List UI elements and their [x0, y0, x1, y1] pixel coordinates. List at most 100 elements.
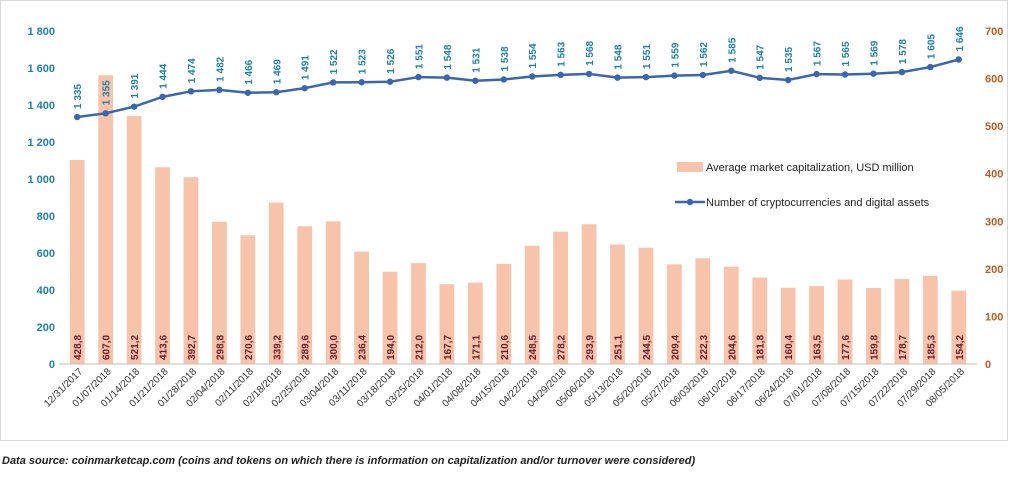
line-data-label: 1 569 — [869, 40, 880, 65]
bar-data-label: 244,5 — [642, 335, 653, 360]
legend-bar-label: Average market capitalization, USD milli… — [706, 162, 914, 174]
bar-data-label: 178,7 — [898, 335, 909, 360]
line-data-label: 1 554 — [528, 43, 539, 68]
bar-data-label: 177,6 — [841, 335, 852, 360]
right-axis-tick: 0 — [985, 359, 991, 371]
right-axis-tick: 700 — [985, 26, 1003, 38]
line-data-label: 1 466 — [244, 59, 255, 84]
bar-data-label: 185,3 — [926, 335, 937, 360]
line-point-17 — [557, 71, 564, 79]
line-data-label: 1 535 — [784, 47, 795, 72]
bar-data-label: 428,8 — [73, 335, 84, 360]
line-series-path — [77, 58, 960, 119]
line-point-24 — [756, 74, 763, 82]
bar-10 — [354, 251, 369, 364]
line-data-label: 1 567 — [813, 41, 824, 66]
line-point-21 — [671, 72, 678, 79]
line-data-label: 1 551 — [414, 44, 425, 69]
bar-data-label: 392,7 — [187, 335, 198, 360]
line-point-31 — [955, 56, 962, 63]
bar-data-label: 159,8 — [869, 335, 880, 360]
line-data-label: 1 538 — [500, 46, 511, 71]
right-axis-tick: 100 — [985, 311, 1003, 323]
line-data-label: 1 531 — [471, 47, 482, 72]
line-point-18 — [585, 70, 593, 78]
bar-data-label: 204,6 — [727, 335, 738, 360]
line-point-23 — [728, 67, 735, 74]
bar-14 — [467, 282, 483, 364]
line-data-label: 1 355 — [102, 80, 113, 105]
line-data-label: 1 335 — [73, 84, 84, 109]
line-point-19 — [614, 74, 621, 81]
line-data-label: 1 391 — [130, 73, 141, 98]
line-point-6 — [244, 89, 252, 96]
line-data-label: 1 526 — [386, 48, 397, 73]
line-point-14 — [472, 77, 479, 84]
line-point-25 — [784, 76, 792, 84]
line-point-13 — [443, 74, 451, 81]
line-data-label: 1 562 — [699, 42, 710, 67]
bar-17 — [553, 231, 569, 364]
bar-23 — [723, 266, 739, 364]
bar-data-label: 236,4 — [358, 335, 369, 360]
line-point-26 — [813, 70, 820, 78]
line-point-16 — [529, 73, 536, 80]
left-axis-tick: 400 — [37, 285, 55, 297]
bar-data-label: 171,1 — [471, 335, 482, 360]
left-axis-tick: 800 — [37, 211, 55, 223]
bar-data-label: 607,0 — [102, 335, 113, 360]
line-point-11 — [386, 78, 394, 85]
line-point-10 — [358, 79, 365, 86]
bar-30 — [922, 275, 938, 364]
chart-frame: 0 200 400 600 800 1 000 1 200 1 400 1 600 1 800 0 1… — [0, 0, 1008, 441]
line-point-12 — [415, 73, 422, 81]
bar-data-label: 521,2 — [130, 335, 141, 360]
line-point-0 — [74, 113, 81, 121]
left-axis-tick: 1 200 — [27, 137, 55, 149]
bar-data-label: 339,2 — [272, 335, 283, 360]
bar-9 — [325, 221, 341, 364]
bar-18 — [581, 224, 597, 364]
bar-data-label: 222,3 — [699, 335, 710, 360]
right-axis-tick: 400 — [985, 169, 1003, 181]
line-point-7 — [273, 89, 280, 96]
combo-chart: 0 200 400 600 800 1 000 1 200 1 400 1 600 1 800 0 1… — [27, 26, 1003, 410]
left-axis-tick: 1 400 — [27, 100, 55, 112]
bar-31 — [951, 290, 967, 364]
left-axis-tick: 1 000 — [27, 174, 55, 186]
bar-data-label: 160,4 — [784, 335, 795, 360]
line-data-label: 1 585 — [727, 37, 738, 62]
bar-data-label: 167,7 — [443, 335, 454, 360]
line-data-label: 1 547 — [756, 44, 767, 69]
bar-20 — [638, 247, 654, 364]
line-data-label: 1 565 — [841, 41, 852, 66]
legend-bar-swatch — [677, 162, 703, 172]
line-point-8 — [301, 84, 308, 92]
line-point-15 — [500, 76, 507, 83]
bar-29 — [894, 278, 910, 364]
line-data-label: 1 551 — [642, 44, 653, 69]
bar-24 — [752, 277, 768, 364]
bar-data-label: 270,6 — [244, 335, 255, 360]
bar-11 — [382, 271, 398, 364]
line-point-29 — [898, 68, 906, 76]
bar-12 — [411, 263, 426, 364]
bar-data-label: 210,6 — [500, 335, 511, 360]
line-data-label: 1 491 — [301, 55, 312, 80]
legend-line-label: Number of cryptocurrencies and digital a… — [706, 197, 930, 209]
line-data-label: 1 578 — [898, 39, 909, 64]
bar-15 — [496, 263, 512, 364]
bar-data-label: 212,0 — [414, 335, 425, 360]
bar-2 — [126, 116, 142, 365]
left-axis-tick: 1 800 — [27, 26, 55, 38]
bar-4 — [183, 177, 199, 364]
line-data-label: 1 605 — [926, 34, 937, 59]
line-point-9 — [329, 79, 337, 86]
line-data-label: 1 469 — [272, 59, 283, 84]
bar-8 — [297, 226, 313, 364]
line-data-label: 1 559 — [670, 42, 681, 67]
line-data-label: 1 563 — [557, 41, 568, 66]
bar-data-label: 209,4 — [670, 335, 681, 360]
line-data-label: 1 568 — [585, 40, 596, 65]
line-data-label: 1 522 — [329, 49, 340, 74]
